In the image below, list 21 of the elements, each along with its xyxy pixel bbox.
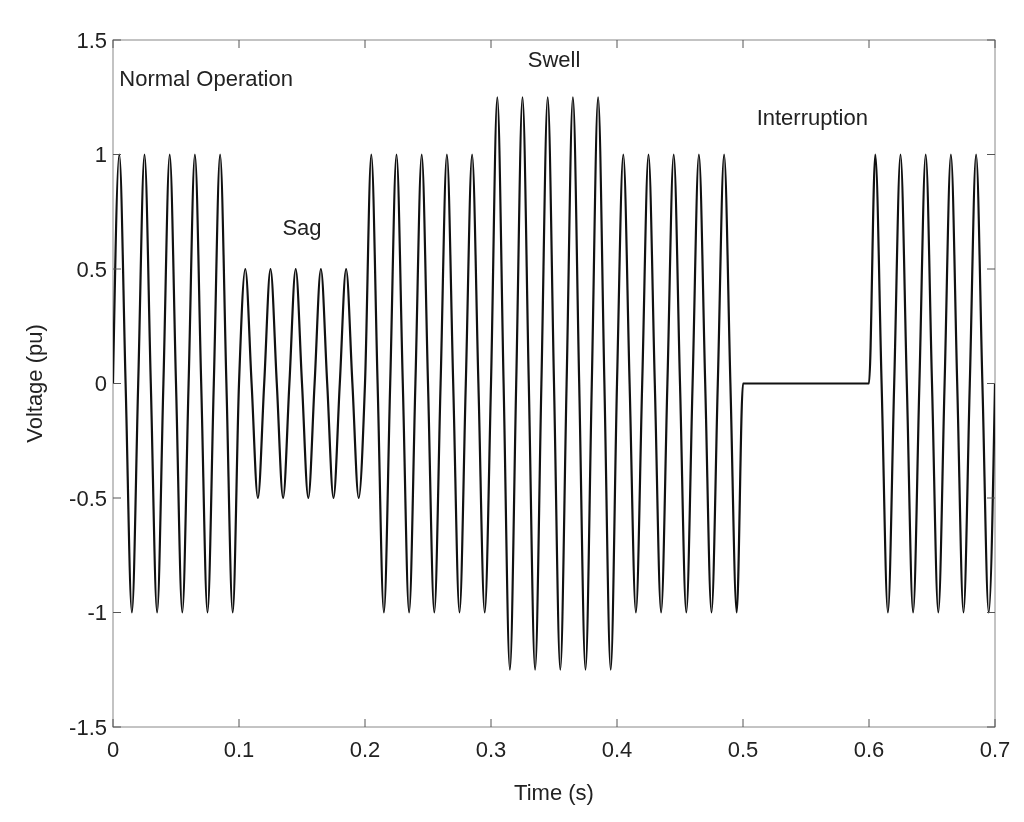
- y-tick-label: -1.5: [69, 714, 107, 740]
- y-tick-label: 1.5: [76, 27, 107, 53]
- x-tick-label: 0.6: [853, 737, 885, 762]
- annotation: Interruption: [756, 104, 868, 130]
- x-tick-label: 0.7: [979, 737, 1011, 762]
- annotation: Normal Operation: [119, 65, 293, 91]
- y-tick-label: 0.5: [76, 256, 107, 282]
- line-series: [113, 96, 995, 671]
- x-tick-label: 0.2: [349, 737, 381, 762]
- x-tick-label: 0.4: [601, 737, 633, 762]
- y-tick-label: 0: [94, 371, 107, 397]
- x-axis-title: Time (s): [514, 780, 594, 805]
- annotation: Swell: [527, 47, 581, 73]
- y-tick-label: 1: [94, 142, 107, 168]
- annotation: Sag: [282, 214, 322, 240]
- y-axis-title: Voltage (pu): [22, 324, 47, 443]
- y-tick-label: -1: [87, 600, 107, 626]
- x-tick-label: 0.5: [727, 737, 759, 762]
- x-tick-label: 0.1: [223, 737, 255, 762]
- y-tick-label: -0.5: [69, 485, 107, 511]
- x-tick-label: 0.3: [475, 737, 507, 762]
